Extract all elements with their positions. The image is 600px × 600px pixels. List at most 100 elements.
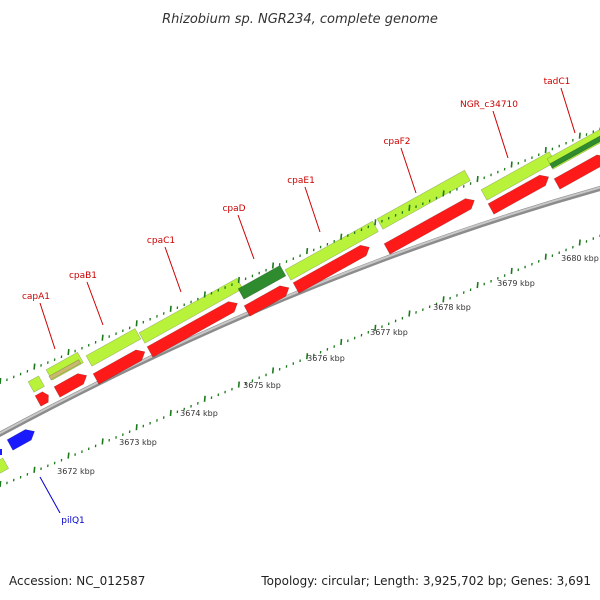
scale-tick	[271, 367, 275, 374]
reverse-feature	[243, 285, 290, 317]
scale-tick	[237, 276, 240, 284]
scale-tick	[203, 395, 206, 402]
gene-leader-line	[164, 246, 182, 293]
gene-leader-line	[237, 214, 255, 260]
gene-leader-line	[492, 110, 509, 159]
reverse-feature	[92, 349, 146, 385]
scale-label: 3678 kbp	[433, 303, 471, 312]
scale-label: 3674 kbp	[180, 409, 218, 418]
scale-label: 3679 kbp	[497, 279, 535, 288]
gene-name: cpaD	[222, 204, 245, 214]
scale-label: 3680 kbp	[561, 254, 599, 263]
scale-tick	[306, 353, 309, 360]
gene-name: NGR_c34710	[460, 100, 518, 110]
scale-label: 3673 kbp	[119, 438, 157, 447]
other-feature	[0, 449, 2, 455]
reverse-feature	[292, 244, 370, 294]
forward-feature	[27, 375, 45, 393]
scale-tick	[374, 219, 377, 226]
gene-leader-line	[400, 147, 417, 194]
scale-labels: 3672 kbp 3673 kbp 3674 kbp 3675 kbp 3676 kbp…	[57, 254, 599, 476]
forward-feature	[376, 169, 471, 230]
reverse-feature	[383, 198, 475, 255]
scale-tick	[476, 282, 479, 289]
scale-tick	[510, 267, 513, 274]
gene-name: cpaE1	[287, 176, 315, 186]
forward-feature	[85, 328, 142, 367]
other-feature	[6, 429, 35, 451]
forward-feature	[0, 457, 10, 474]
scale-tick	[271, 262, 275, 269]
scale-tick	[408, 204, 411, 211]
forward-feature	[48, 359, 82, 381]
gene-name: tadC1	[544, 77, 571, 87]
forward-strand-features	[0, 129, 600, 474]
scale-tick	[237, 381, 240, 388]
scale-tick	[33, 466, 36, 473]
scale-tick	[510, 161, 513, 168]
scale-label: 3677 kbp	[370, 328, 408, 337]
other-features	[0, 429, 35, 455]
scale-tick	[442, 296, 445, 303]
gene-label-pilQ1[interactable]: pilQ1	[39, 476, 85, 526]
gene-name: cpaB1	[69, 271, 97, 281]
scale-tick	[169, 409, 172, 417]
gene-label-cpaB1[interactable]: cpaB1	[69, 271, 104, 326]
gene-leader-line	[39, 476, 61, 514]
gene-labels: capA1 cpaB1 cpaC1 cpaD cpaE1 cpaF2 NGR_c34710 t…	[22, 77, 576, 526]
footer-summary: Topology: circular; Length: 3,925,702 bp…	[261, 574, 591, 588]
scale-tick	[340, 233, 343, 240]
scale-tick	[101, 334, 104, 341]
gene-leader-line	[39, 302, 56, 350]
reverse-strand-features	[34, 154, 600, 407]
scale-tick	[135, 320, 138, 327]
reverse-feature	[53, 373, 88, 398]
forward-feature	[549, 135, 600, 169]
gene-label-cpaC1[interactable]: cpaC1	[147, 236, 182, 293]
scale-tick	[306, 248, 309, 255]
scale-tick	[67, 349, 70, 356]
gene-label-cpaD[interactable]: cpaD	[222, 204, 255, 260]
gene-name: pilQ1	[61, 516, 85, 526]
gene-name: cpaF2	[383, 137, 410, 147]
gene-name: cpaC1	[147, 236, 175, 246]
forward-feature	[237, 264, 287, 300]
scale-tick	[67, 452, 70, 459]
footer-accession: Accession: NC_012587	[9, 574, 146, 588]
scale-tick	[408, 310, 411, 317]
genome-backbone	[0, 185, 600, 438]
forward-feature	[284, 220, 379, 281]
scale-tick	[578, 132, 581, 139]
gene-label-NGR_c34710[interactable]: NGR_c34710	[460, 100, 518, 159]
gene-leader-line	[86, 281, 104, 326]
reverse-feature	[553, 154, 600, 190]
gene-label-cpaE1[interactable]: cpaE1	[287, 176, 321, 233]
scale-tick	[340, 338, 343, 346]
scale-tick	[169, 305, 172, 312]
gene-leader-line	[304, 186, 321, 233]
scale-tick	[0, 480, 2, 488]
map-title: Rhizobium sp. NGR234, complete genome	[162, 12, 438, 27]
scale-tick	[544, 147, 547, 154]
reverse-feature	[34, 391, 49, 407]
outer-tick-row	[0, 127, 600, 385]
gene-label-tadC1[interactable]: tadC1	[544, 77, 576, 134]
gene-name: capA1	[22, 292, 50, 302]
scale-tick	[33, 363, 36, 370]
scale-label: 3672 kbp	[57, 467, 95, 476]
gene-label-capA1[interactable]: capA1	[22, 292, 56, 350]
scale-tick	[101, 438, 104, 445]
scale-tick	[203, 291, 206, 298]
gene-label-cpaF2[interactable]: cpaF2	[383, 137, 417, 194]
reverse-feature	[146, 301, 238, 358]
scale-tick	[476, 175, 479, 183]
scale-label: 3676 kbp	[307, 354, 345, 363]
scale-tick	[374, 324, 377, 331]
reverse-feature	[487, 174, 550, 215]
inner-tick-row	[0, 234, 600, 488]
scale-tick	[442, 190, 445, 197]
scale-tick	[544, 253, 547, 260]
scale-label: 3675 kbp	[243, 381, 281, 390]
scale-tick	[0, 377, 2, 385]
